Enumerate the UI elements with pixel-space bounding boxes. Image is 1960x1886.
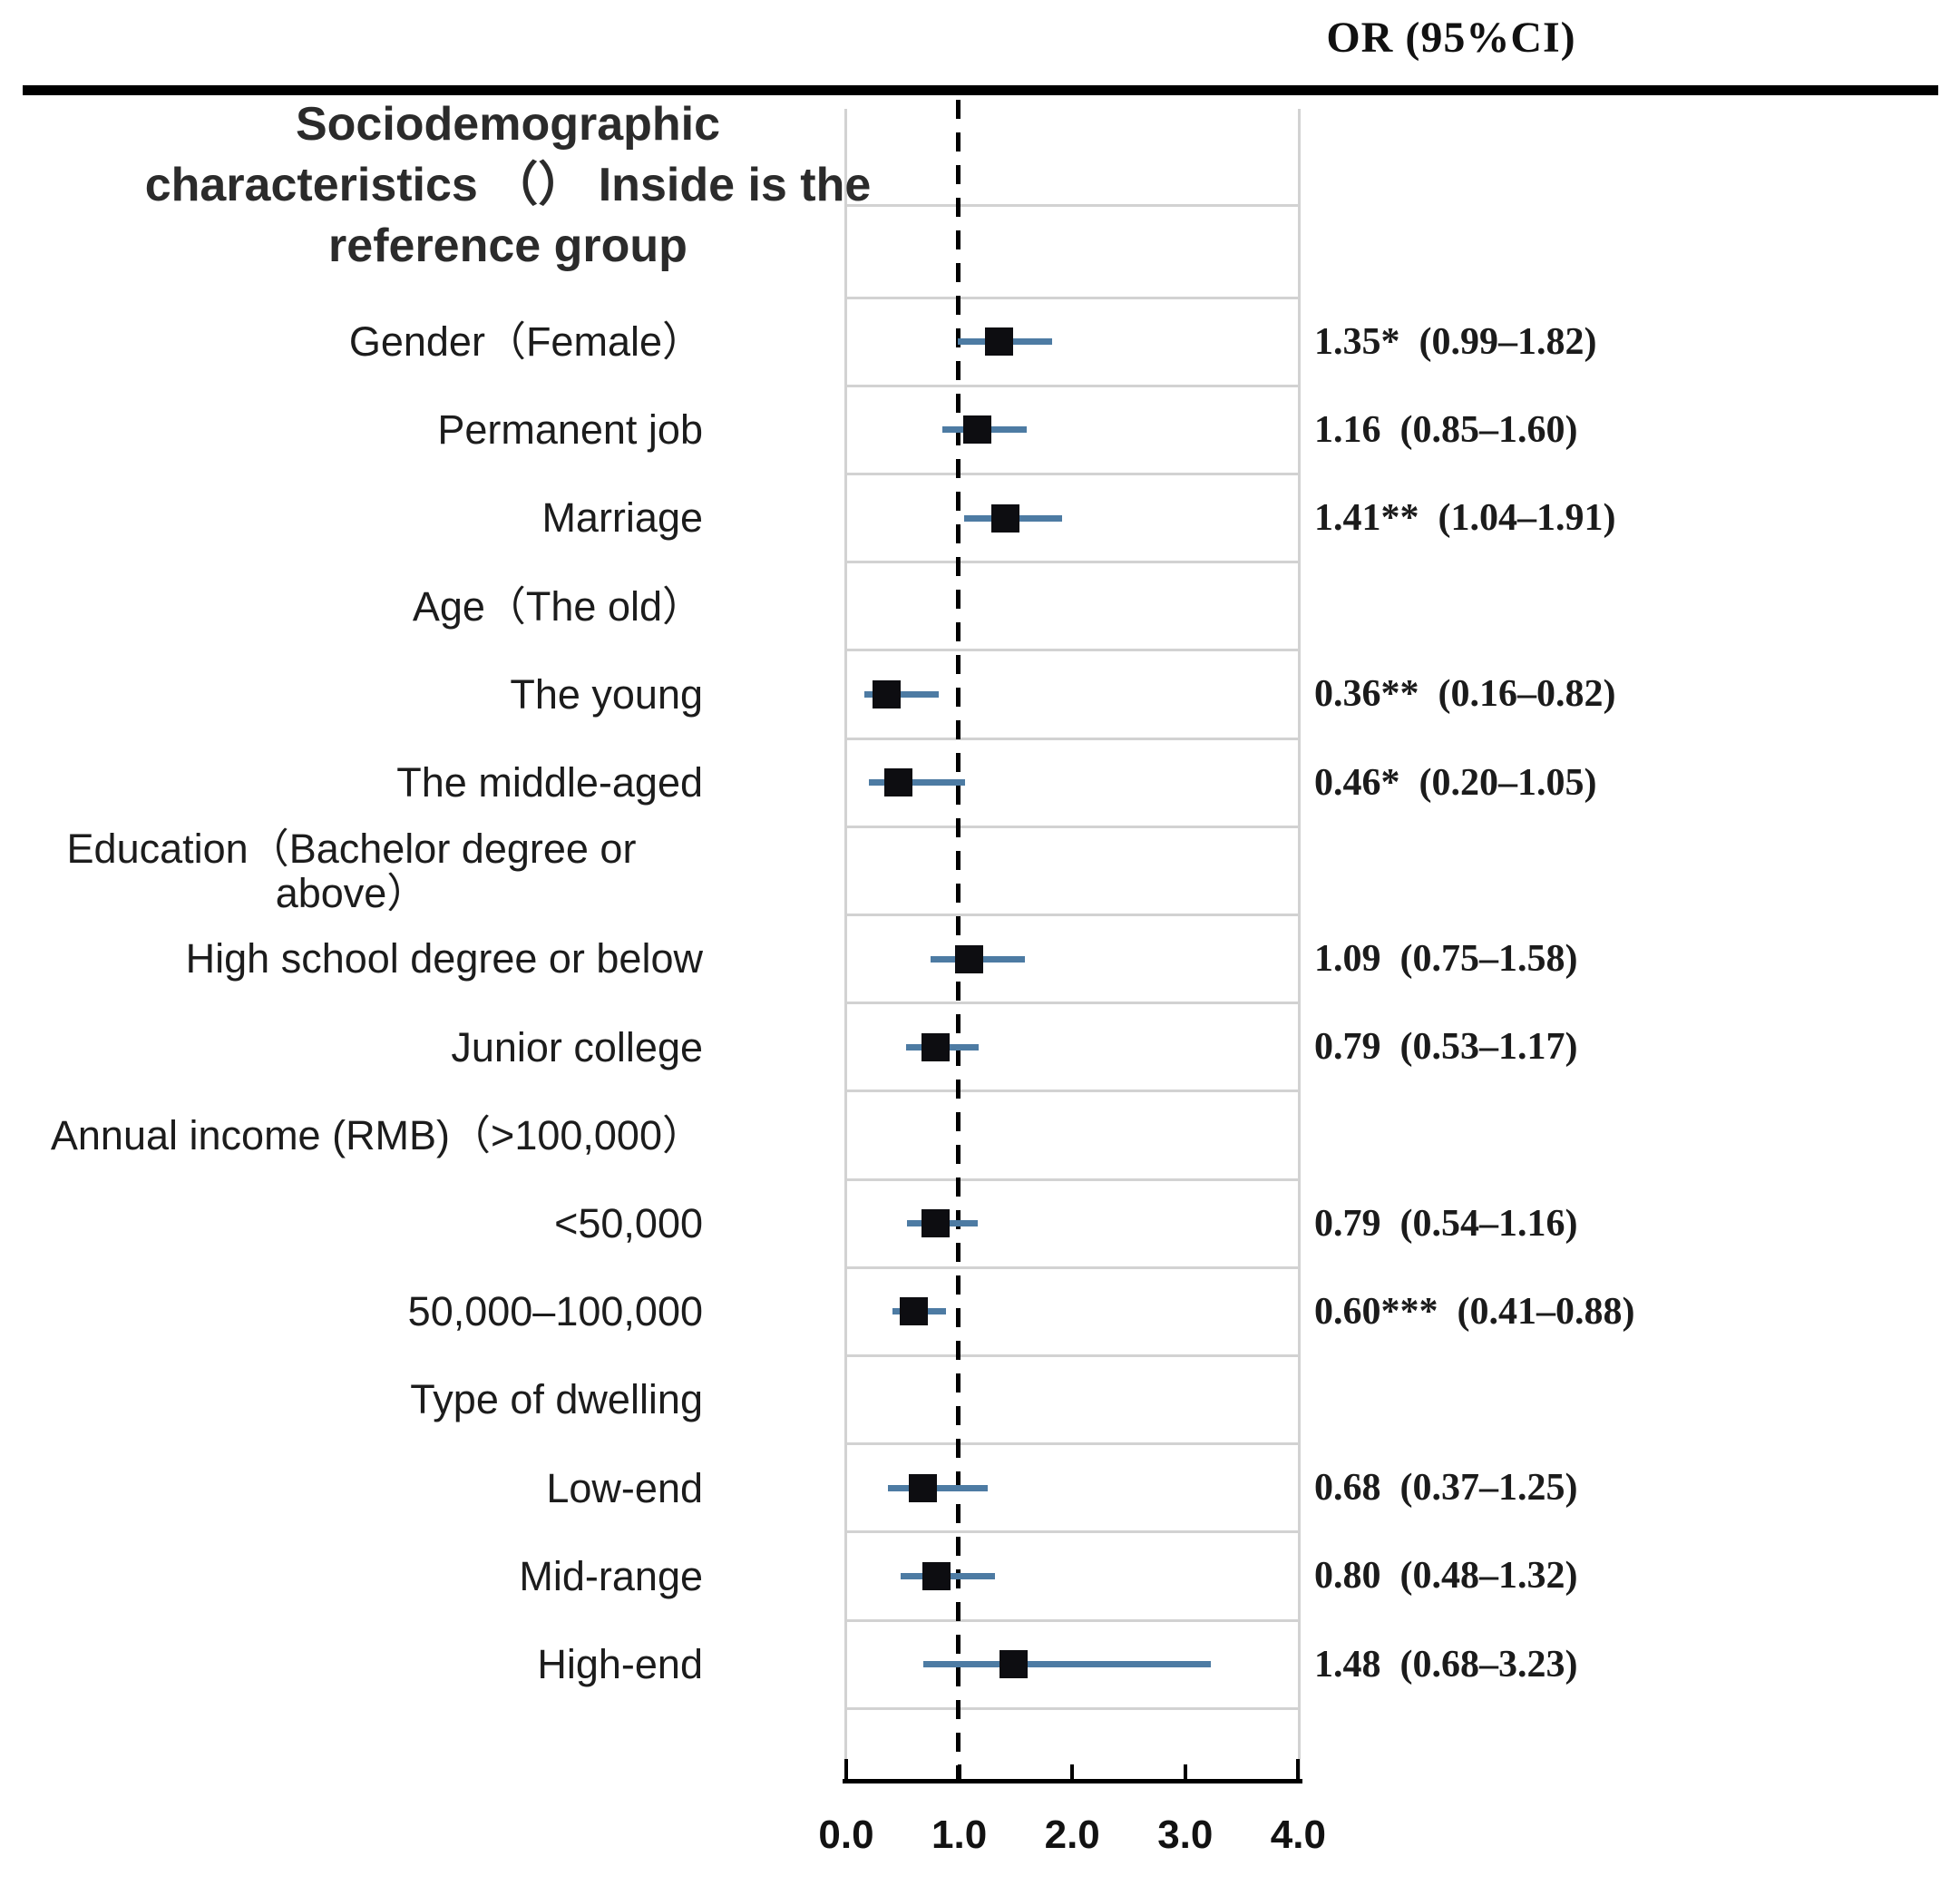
or-ci-value: 0.80 (0.48–1.32) [1314,1555,1578,1598]
odds-ratio-marker [900,1297,929,1326]
x-axis-tick-label: 4.0 [1270,1813,1326,1857]
category-label: Mid-range [519,1552,703,1599]
odds-ratio-marker [955,944,984,973]
category-label: The young [510,670,703,718]
row-label: Junior college [0,1003,821,1091]
row-gridline [844,561,1301,564]
odds-ratio-marker [909,1473,938,1502]
row-gridline [844,1353,1301,1357]
category-label: Junior college [451,1023,703,1070]
confidence-interval-line [863,690,940,698]
row-gridline [844,1442,1301,1446]
category-label: Type of dwelling [410,1376,703,1423]
row-label: <50,000 [0,1179,821,1267]
row-label: Mid-range [0,1532,821,1620]
or-ci-column-header: OR (95%CI) [1326,14,1576,62]
or-ci-value: 1.41** (1.04–1.91) [1314,497,1616,539]
confidence-interval-line [888,1484,988,1491]
x-axis-tick [1183,1764,1187,1780]
x-axis-tick [1070,1764,1075,1780]
row-label: Education（Bachelor degree or above） [0,825,821,916]
x-axis-tick [957,1764,961,1780]
row-gridline [844,1618,1301,1622]
reference-line-or-1 [956,100,960,1781]
frame-left-edge [844,109,847,1781]
or-ci-value: 1.09 (0.75–1.58) [1314,938,1578,980]
row-gridline [844,472,1301,475]
category-label: Gender（Female） [348,318,703,366]
odds-ratio-marker [963,415,992,445]
category-label: Annual income (RMB)（>100,000） [50,1111,703,1158]
row-gridline [844,1178,1301,1181]
row-label: High school degree or below [0,914,821,1002]
odds-ratio-marker [921,1032,950,1061]
category-label: Permanent job [437,406,703,454]
row-label: Gender（Female） [0,298,821,386]
category-label: Age（The old） [412,582,703,630]
odds-ratio-marker [873,679,902,708]
row-label: Age（The old） [0,562,821,650]
or-ci-value: 0.46* (0.20–1.05) [1314,761,1597,804]
row-gridline [844,1530,1301,1534]
odds-ratio-marker [984,327,1013,357]
category-label: Low-end [546,1464,703,1511]
row-gridline [844,737,1301,740]
odds-ratio-marker [991,503,1020,533]
odds-ratio-marker [922,1561,951,1590]
or-ci-value: 1.48 (0.68–3.23) [1314,1643,1578,1686]
row-gridline [844,1002,1301,1005]
x-axis-line [843,1779,1302,1783]
x-axis-tick [1296,1759,1301,1780]
row-label: The young [0,650,821,738]
x-axis-tick-label: 3.0 [1157,1813,1214,1857]
row-gridline [844,384,1301,387]
row-label: Marriage [0,474,821,562]
row-gridline [844,203,1301,207]
row-label: Annual income (RMB)（>100,000） [0,1091,821,1179]
category-label: High school degree or below [185,935,703,982]
odds-ratio-marker [883,768,912,797]
category-label: High-end [537,1641,703,1688]
row-label: 50,000–100,000 [0,1267,821,1355]
or-ci-value: 0.36** (0.16–0.82) [1314,673,1616,716]
confidence-interval-line [922,1661,1212,1668]
confidence-interval-line [868,779,965,787]
plot-title: Sociodemographic characteristics （） Insi… [144,98,872,272]
category-label: The middle-aged [396,759,703,806]
row-label: High-end [0,1620,821,1708]
x-axis-tick [844,1759,848,1780]
odds-ratio-marker [999,1650,1028,1679]
category-label: Education（Bachelor degree or above） [66,825,637,916]
x-axis-tick-label: 0.0 [818,1813,874,1857]
or-ci-value: 1.16 (0.85–1.60) [1314,408,1578,451]
row-gridline [844,296,1301,299]
row-gridline [844,1265,1301,1269]
or-ci-value: 0.68 (0.37–1.25) [1314,1467,1578,1510]
frame-right-edge [1298,109,1301,1781]
or-ci-value: 0.79 (0.54–1.16) [1314,1202,1578,1245]
row-gridline [844,1090,1301,1093]
row-gridline [844,649,1301,652]
category-label: Marriage [541,494,703,542]
row-gridline [844,913,1301,916]
or-ci-value: 0.60*** (0.41–0.88) [1314,1290,1635,1333]
category-label: 50,000–100,000 [407,1288,703,1335]
row-label: Type of dwelling [0,1355,821,1443]
x-axis-tick-label: 1.0 [931,1813,988,1857]
odds-ratio-marker [921,1209,950,1238]
row-gridline [844,1706,1301,1710]
or-ci-value: 1.35* (0.99–1.82) [1314,320,1597,363]
row-label: Low-end [0,1444,821,1532]
row-label: The middle-aged [0,738,821,826]
x-axis-tick-label: 2.0 [1044,1813,1100,1857]
row-gridline [844,825,1301,828]
row-label: Permanent job [0,386,821,474]
category-label: <50,000 [554,1200,703,1247]
or-ci-value: 0.79 (0.53–1.17) [1314,1026,1578,1069]
top-rule [23,85,1938,95]
